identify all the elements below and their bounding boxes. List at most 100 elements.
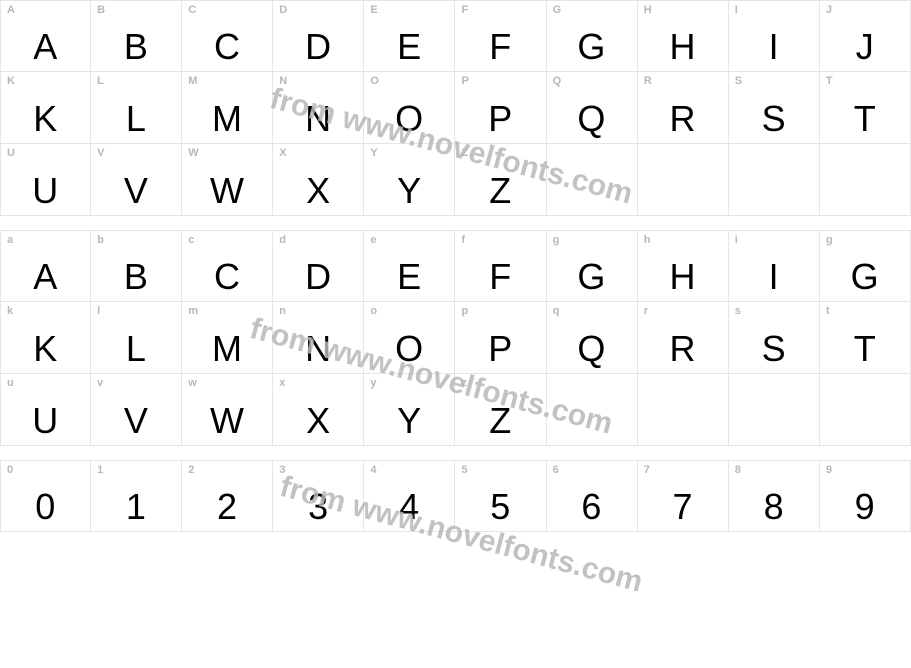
cell-glyph-display: 0: [1, 489, 90, 525]
glyph-cell: wW: [182, 374, 273, 446]
cell-key-label: J: [826, 4, 832, 16]
glyph-cell: [729, 374, 820, 446]
cell-key-label: f: [461, 234, 465, 246]
glyph-cell: CC: [182, 0, 273, 72]
cell-glyph-display: E: [364, 259, 454, 295]
cell-key-label: q: [553, 305, 560, 317]
glyph-cell: EE: [364, 0, 455, 72]
glyph-cell: HH: [638, 0, 729, 72]
cell-glyph-display: E: [364, 29, 454, 65]
glyph-cell: ZZ: [455, 144, 546, 216]
cell-glyph-display: C: [182, 29, 272, 65]
cell-glyph-display: 3: [273, 489, 363, 525]
cell-key-label: N: [279, 75, 287, 87]
cell-key-label: F: [461, 4, 468, 16]
cell-glyph-display: T: [820, 101, 910, 137]
cell-glyph-display: Q: [547, 331, 637, 367]
cell-glyph-display: 4: [364, 489, 454, 525]
cell-glyph-display: G: [820, 259, 910, 295]
cell-key-label: U: [7, 147, 15, 159]
cell-key-label: 5: [461, 464, 467, 476]
glyph-cell: uU: [0, 374, 91, 446]
glyph-cell: cC: [182, 230, 273, 302]
cell-key-label: z: [461, 377, 467, 389]
cell-key-label: 4: [370, 464, 376, 476]
glyph-cell: JJ: [820, 0, 911, 72]
cell-glyph-display: N: [273, 101, 363, 137]
glyph-cell: gG: [547, 230, 638, 302]
cell-glyph-display: H: [638, 259, 728, 295]
glyph-cell: 00: [0, 460, 91, 532]
cell-glyph-display: 6: [547, 489, 637, 525]
cell-key-label: L: [97, 75, 104, 87]
glyph-cell: fF: [455, 230, 546, 302]
cell-glyph-display: D: [273, 29, 363, 65]
cell-key-label: M: [188, 75, 197, 87]
cell-glyph-display: G: [547, 29, 637, 65]
cell-glyph-display: 8: [729, 489, 819, 525]
cell-key-label: m: [188, 305, 198, 317]
cell-glyph-display: U: [1, 403, 90, 439]
glyph-cell: zZ: [455, 374, 546, 446]
glyph-cell: iI: [729, 230, 820, 302]
cell-glyph-display: 7: [638, 489, 728, 525]
cell-key-label: 8: [735, 464, 741, 476]
cell-key-label: y: [370, 377, 376, 389]
charmap-row: KKLLMMNNOOPPQQRRSSTT: [0, 72, 911, 144]
glyph-cell: OO: [364, 72, 455, 144]
cell-glyph-display: H: [638, 29, 728, 65]
cell-key-label: 2: [188, 464, 194, 476]
cell-glyph-display: R: [638, 101, 728, 137]
cell-key-label: 0: [7, 464, 13, 476]
cell-key-label: x: [279, 377, 285, 389]
cell-key-label: s: [735, 305, 741, 317]
glyph-cell: YY: [364, 144, 455, 216]
charmap-row: UUVVWWXXYYZZ: [0, 144, 911, 216]
cell-key-label: o: [370, 305, 377, 317]
cell-key-label: D: [279, 4, 287, 16]
cell-key-label: p: [461, 305, 468, 317]
cell-key-label: K: [7, 75, 15, 87]
cell-glyph-display: R: [638, 331, 728, 367]
cell-glyph-display: A: [1, 29, 90, 65]
cell-glyph-display: S: [729, 101, 819, 137]
glyph-cell: VV: [91, 144, 182, 216]
cell-glyph-display: N: [273, 331, 363, 367]
cell-key-label: T: [826, 75, 833, 87]
cell-glyph-display: A: [1, 259, 90, 295]
cell-key-label: B: [97, 4, 105, 16]
glyph-cell: WW: [182, 144, 273, 216]
cell-key-label: l: [97, 305, 100, 317]
cell-key-label: v: [97, 377, 103, 389]
cell-glyph-display: 1: [91, 489, 181, 525]
cell-key-label: W: [188, 147, 198, 159]
glyph-cell: xX: [273, 374, 364, 446]
glyph-cell: NN: [273, 72, 364, 144]
charmap-row: uUvVwWxXyYzZ: [0, 374, 911, 446]
cell-glyph-display: I: [729, 29, 819, 65]
cell-glyph-display: O: [364, 331, 454, 367]
glyph-cell: tT: [820, 302, 911, 374]
glyph-cell: 33: [273, 460, 364, 532]
cell-glyph-display: X: [273, 173, 363, 209]
cell-key-label: 3: [279, 464, 285, 476]
glyph-cell: DD: [273, 0, 364, 72]
glyph-cell: kK: [0, 302, 91, 374]
cell-key-label: A: [7, 4, 15, 16]
cell-glyph-display: L: [91, 101, 181, 137]
cell-glyph-display: K: [1, 331, 90, 367]
glyph-cell: XX: [273, 144, 364, 216]
glyph-cell: 55: [455, 460, 546, 532]
cell-key-label: h: [644, 234, 651, 246]
glyph-cell: oO: [364, 302, 455, 374]
glyph-cell: MM: [182, 72, 273, 144]
cell-glyph-display: V: [91, 173, 181, 209]
cell-glyph-display: Z: [455, 173, 545, 209]
cell-key-label: P: [461, 75, 468, 87]
cell-key-label: G: [553, 4, 562, 16]
cell-glyph-display: V: [91, 403, 181, 439]
glyph-cell: gG: [820, 230, 911, 302]
glyph-cell: TT: [820, 72, 911, 144]
cell-key-label: O: [370, 75, 379, 87]
cell-key-label: Q: [553, 75, 562, 87]
